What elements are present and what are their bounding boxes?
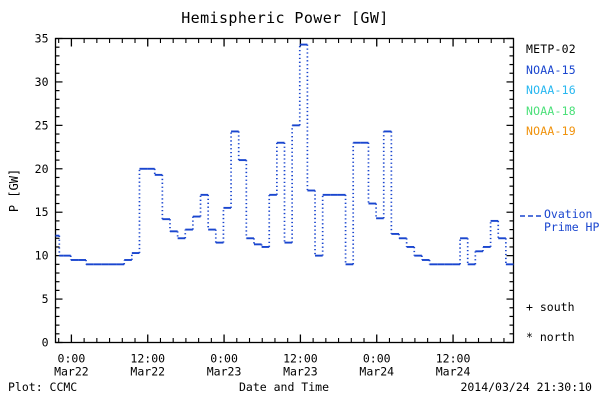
y-tick-label: 35 — [35, 32, 49, 46]
y-tick-label: 30 — [35, 75, 49, 89]
page-title: Hemispheric Power [GW] — [181, 9, 389, 27]
x-tick-date: Mar23 — [283, 365, 318, 379]
y-tick-label: 5 — [42, 292, 49, 306]
ovation-legend: Ovation Prime HPI — [520, 208, 600, 234]
marker-legend-north: * north — [526, 330, 575, 344]
x-tick-time: 12:00 — [436, 352, 471, 366]
x-tick-date: Mar23 — [207, 365, 242, 379]
plot-source-label: Plot: CCMC — [8, 380, 78, 394]
legend-item-noaa-18: NOAA-18 — [526, 103, 576, 118]
asterisk-icon: * — [526, 330, 533, 344]
x-tick-time: 0:00 — [363, 352, 391, 366]
ovation-label-line1: Ovation — [544, 207, 593, 221]
y-axis-label: P [GW] — [7, 169, 21, 212]
legend-item-metp-02: METP-02 — [526, 42, 576, 56]
satellite-legend: METP-02 NOAA-15 NOAA-16 NOAA-18 NOAA-19 — [526, 42, 576, 145]
marker-north-label: north — [539, 330, 575, 344]
marker-south-label: south — [539, 300, 575, 314]
x-tick-date: Mar24 — [359, 365, 394, 379]
legend-item-noaa-16: NOAA-16 — [526, 83, 576, 97]
marker-legend-south: + south — [526, 300, 575, 314]
y-tick-label: 10 — [35, 249, 49, 263]
x-tick-date: Mar22 — [130, 365, 165, 379]
x-tick-date: Mar24 — [436, 365, 471, 379]
legend-item-noaa-15: NOAA-15 — [526, 62, 576, 77]
x-axis-label: Date and Time — [238, 380, 329, 394]
x-tick-time: 12:00 — [130, 352, 165, 366]
y-tick-label: 0 — [42, 336, 49, 350]
dashed-line-icon — [520, 208, 542, 221]
x-tick-time: 0:00 — [210, 352, 238, 366]
x-tick-time: 0:00 — [58, 352, 86, 366]
timestamp-label: 2014/03/24 21:30:10 — [460, 380, 592, 394]
x-tick-time: 12:00 — [283, 352, 318, 366]
plus-icon: + — [526, 300, 533, 314]
x-tick-date: Mar22 — [54, 365, 89, 379]
y-tick-label: 20 — [35, 162, 49, 176]
legend-item-noaa-19: NOAA-19 — [526, 124, 576, 138]
data-trace-group — [55, 43, 514, 266]
y-tick-label: 15 — [35, 205, 49, 219]
ovation-label-line2: Prime HPI — [544, 220, 600, 234]
y-tick-label: 25 — [35, 118, 49, 132]
